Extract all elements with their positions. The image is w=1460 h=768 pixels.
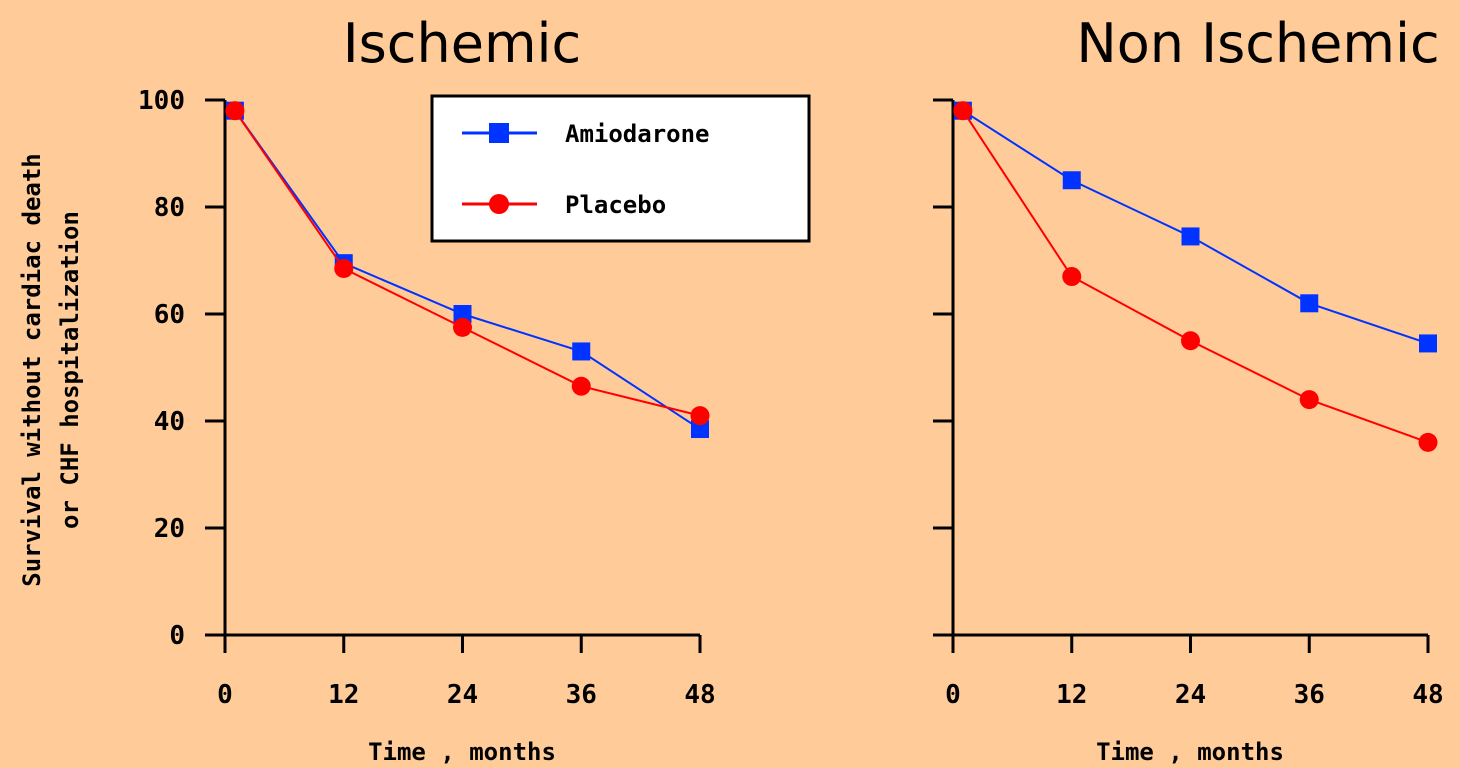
x-axis-title-non-ischemic: Time , months: [1096, 738, 1284, 766]
y-axis-title-line2: or CHF hospitalization: [56, 211, 84, 529]
x-tick-label-non-ischemic: 36: [1294, 680, 1325, 710]
legend-label-placebo: Placebo: [565, 191, 666, 219]
data-point-placebo-ischemic: [690, 406, 710, 426]
legend-label-amiodarone: Amiodarone: [565, 120, 710, 148]
data-point-placebo-non-ischemic: [1062, 267, 1082, 287]
x-axis-title-ischemic: Time , months: [368, 738, 556, 766]
y-tick-label-ischemic: 100: [138, 86, 185, 116]
data-point-placebo-ischemic: [225, 101, 245, 121]
data-point-amiodarone-ischemic: [453, 305, 472, 323]
y-tick-label-ischemic: 60: [154, 300, 185, 330]
legend-item-amiodarone: Amiodarone: [462, 120, 710, 148]
y-axis-title-line1: Survival without cardiac death: [18, 153, 46, 586]
chart-title-non-ischemic: Non Ischemic: [1076, 12, 1439, 75]
data-point-amiodarone-non-ischemic: [1062, 171, 1081, 190]
y-tick-label-ischemic: 80: [154, 193, 185, 223]
legend-marker-placebo: [489, 194, 509, 214]
x-tick-label-ischemic: 24: [447, 680, 478, 710]
x-tick-label-ischemic: 36: [566, 680, 597, 710]
series-line-amiodarone-non-ischemic: [962, 109, 1429, 345]
x-tick-label-ischemic: 0: [217, 680, 233, 710]
series-line-placebo-non-ischemic: [962, 110, 1429, 444]
x-tick-label-ischemic: 12: [328, 680, 359, 710]
data-point-amiodarone-non-ischemic: [1181, 227, 1200, 246]
chart-ischemic: 0 20 40 60 80 100 0 12 24 36 48: [138, 86, 716, 710]
x-tick-label-non-ischemic: 12: [1056, 680, 1087, 710]
data-point-placebo-non-ischemic: [1299, 390, 1319, 410]
y-tick-label-ischemic: 20: [154, 514, 185, 544]
data-point-placebo-non-ischemic: [1418, 432, 1438, 452]
legend-box: [430, 94, 811, 243]
x-tick-label-non-ischemic: 0: [945, 680, 961, 710]
x-tick-label-non-ischemic: 48: [1412, 680, 1443, 710]
x-tick-label-ischemic: 48: [684, 680, 715, 710]
data-point-amiodarone-ischemic: [691, 420, 709, 439]
legend: Amiodarone Placebo: [430, 94, 811, 243]
data-point-placebo-non-ischemic: [1181, 331, 1200, 351]
data-point-placebo-ischemic: [334, 259, 354, 279]
data-point-placebo-non-ischemic: [953, 101, 973, 121]
chart-non-ischemic: 0 12 24 36 48: [933, 98, 1444, 710]
x-tick-label-non-ischemic: 24: [1175, 680, 1206, 710]
y-tick-label-ischemic: 40: [154, 407, 185, 437]
chart-title-ischemic: Ischemic: [343, 12, 582, 75]
data-point-placebo-ischemic: [571, 376, 591, 396]
y-tick-label-ischemic: 0: [169, 621, 185, 651]
legend-item-placebo: Placebo: [462, 191, 666, 219]
data-point-placebo-ischemic: [453, 317, 472, 337]
data-point-amiodarone-non-ischemic: [1419, 334, 1437, 353]
data-point-amiodarone-non-ischemic: [1300, 294, 1319, 313]
legend-marker-amiodarone: [489, 123, 509, 143]
data-point-amiodarone-ischemic: [572, 342, 591, 361]
y-axis-title: Survival without cardiac death or CHF ho…: [18, 153, 84, 586]
